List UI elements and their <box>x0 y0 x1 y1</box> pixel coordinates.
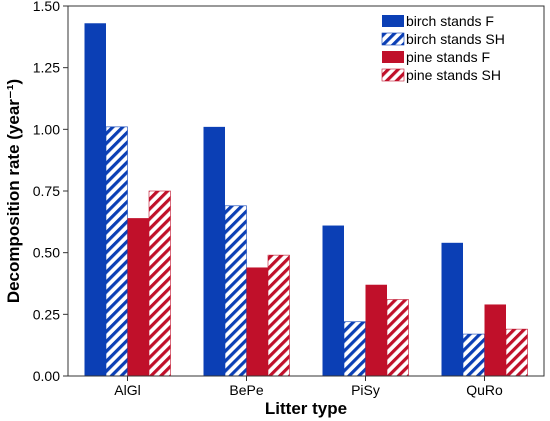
y-tick-label: 0.50 <box>33 245 60 261</box>
y-axis-title: Decomposition rate (year⁻¹) <box>4 79 23 303</box>
y-tick-label: 1.00 <box>33 121 60 137</box>
bar-PiSy-2 <box>365 284 387 376</box>
legend-swatch <box>381 32 405 46</box>
y-tick-label: 0.00 <box>33 368 60 384</box>
bar-PiSy-3 <box>386 299 409 377</box>
y-tick-label: 1.50 <box>33 0 60 14</box>
y-tick-label: 1.25 <box>33 60 60 76</box>
bar-QuRo-1 <box>462 333 485 377</box>
y-tick-label: 0.25 <box>33 306 60 322</box>
x-tick-label: AlGl <box>114 382 140 398</box>
bar-AlGl-1 <box>105 126 128 377</box>
bar-PiSy-1 <box>343 321 366 377</box>
bar-BePe-0 <box>203 126 225 376</box>
bar-PiSy-0 <box>322 225 344 376</box>
bar-BePe-2 <box>246 267 268 376</box>
legend-label: birch stands F <box>406 13 494 29</box>
legend: birch stands F birch stands SH pine stands… <box>381 13 505 83</box>
bar-AlGl-0 <box>84 23 106 377</box>
bar-AlGl-3 <box>148 190 171 377</box>
y-tick-label: 0.75 <box>33 183 60 199</box>
legend-label: pine stands F <box>406 49 490 65</box>
x-tick-label: QuRo <box>466 382 503 398</box>
x-tick-label: BePe <box>229 382 263 398</box>
bar-QuRo-0 <box>441 242 463 376</box>
bar-QuRo-2 <box>484 304 506 376</box>
bar-BePe-1 <box>224 205 247 377</box>
x-tick-label: PiSy <box>351 382 380 398</box>
bar-QuRo-3 <box>505 328 528 377</box>
legend-label: birch stands SH <box>406 31 505 47</box>
legend-label: pine stands SH <box>406 67 501 83</box>
bar-BePe-3 <box>267 254 290 377</box>
bar-AlGl-2 <box>127 218 149 376</box>
legend-swatch <box>381 68 405 82</box>
legend-swatch <box>382 51 404 63</box>
x-axis-title: Litter type <box>265 399 347 418</box>
legend-swatch <box>382 15 404 27</box>
